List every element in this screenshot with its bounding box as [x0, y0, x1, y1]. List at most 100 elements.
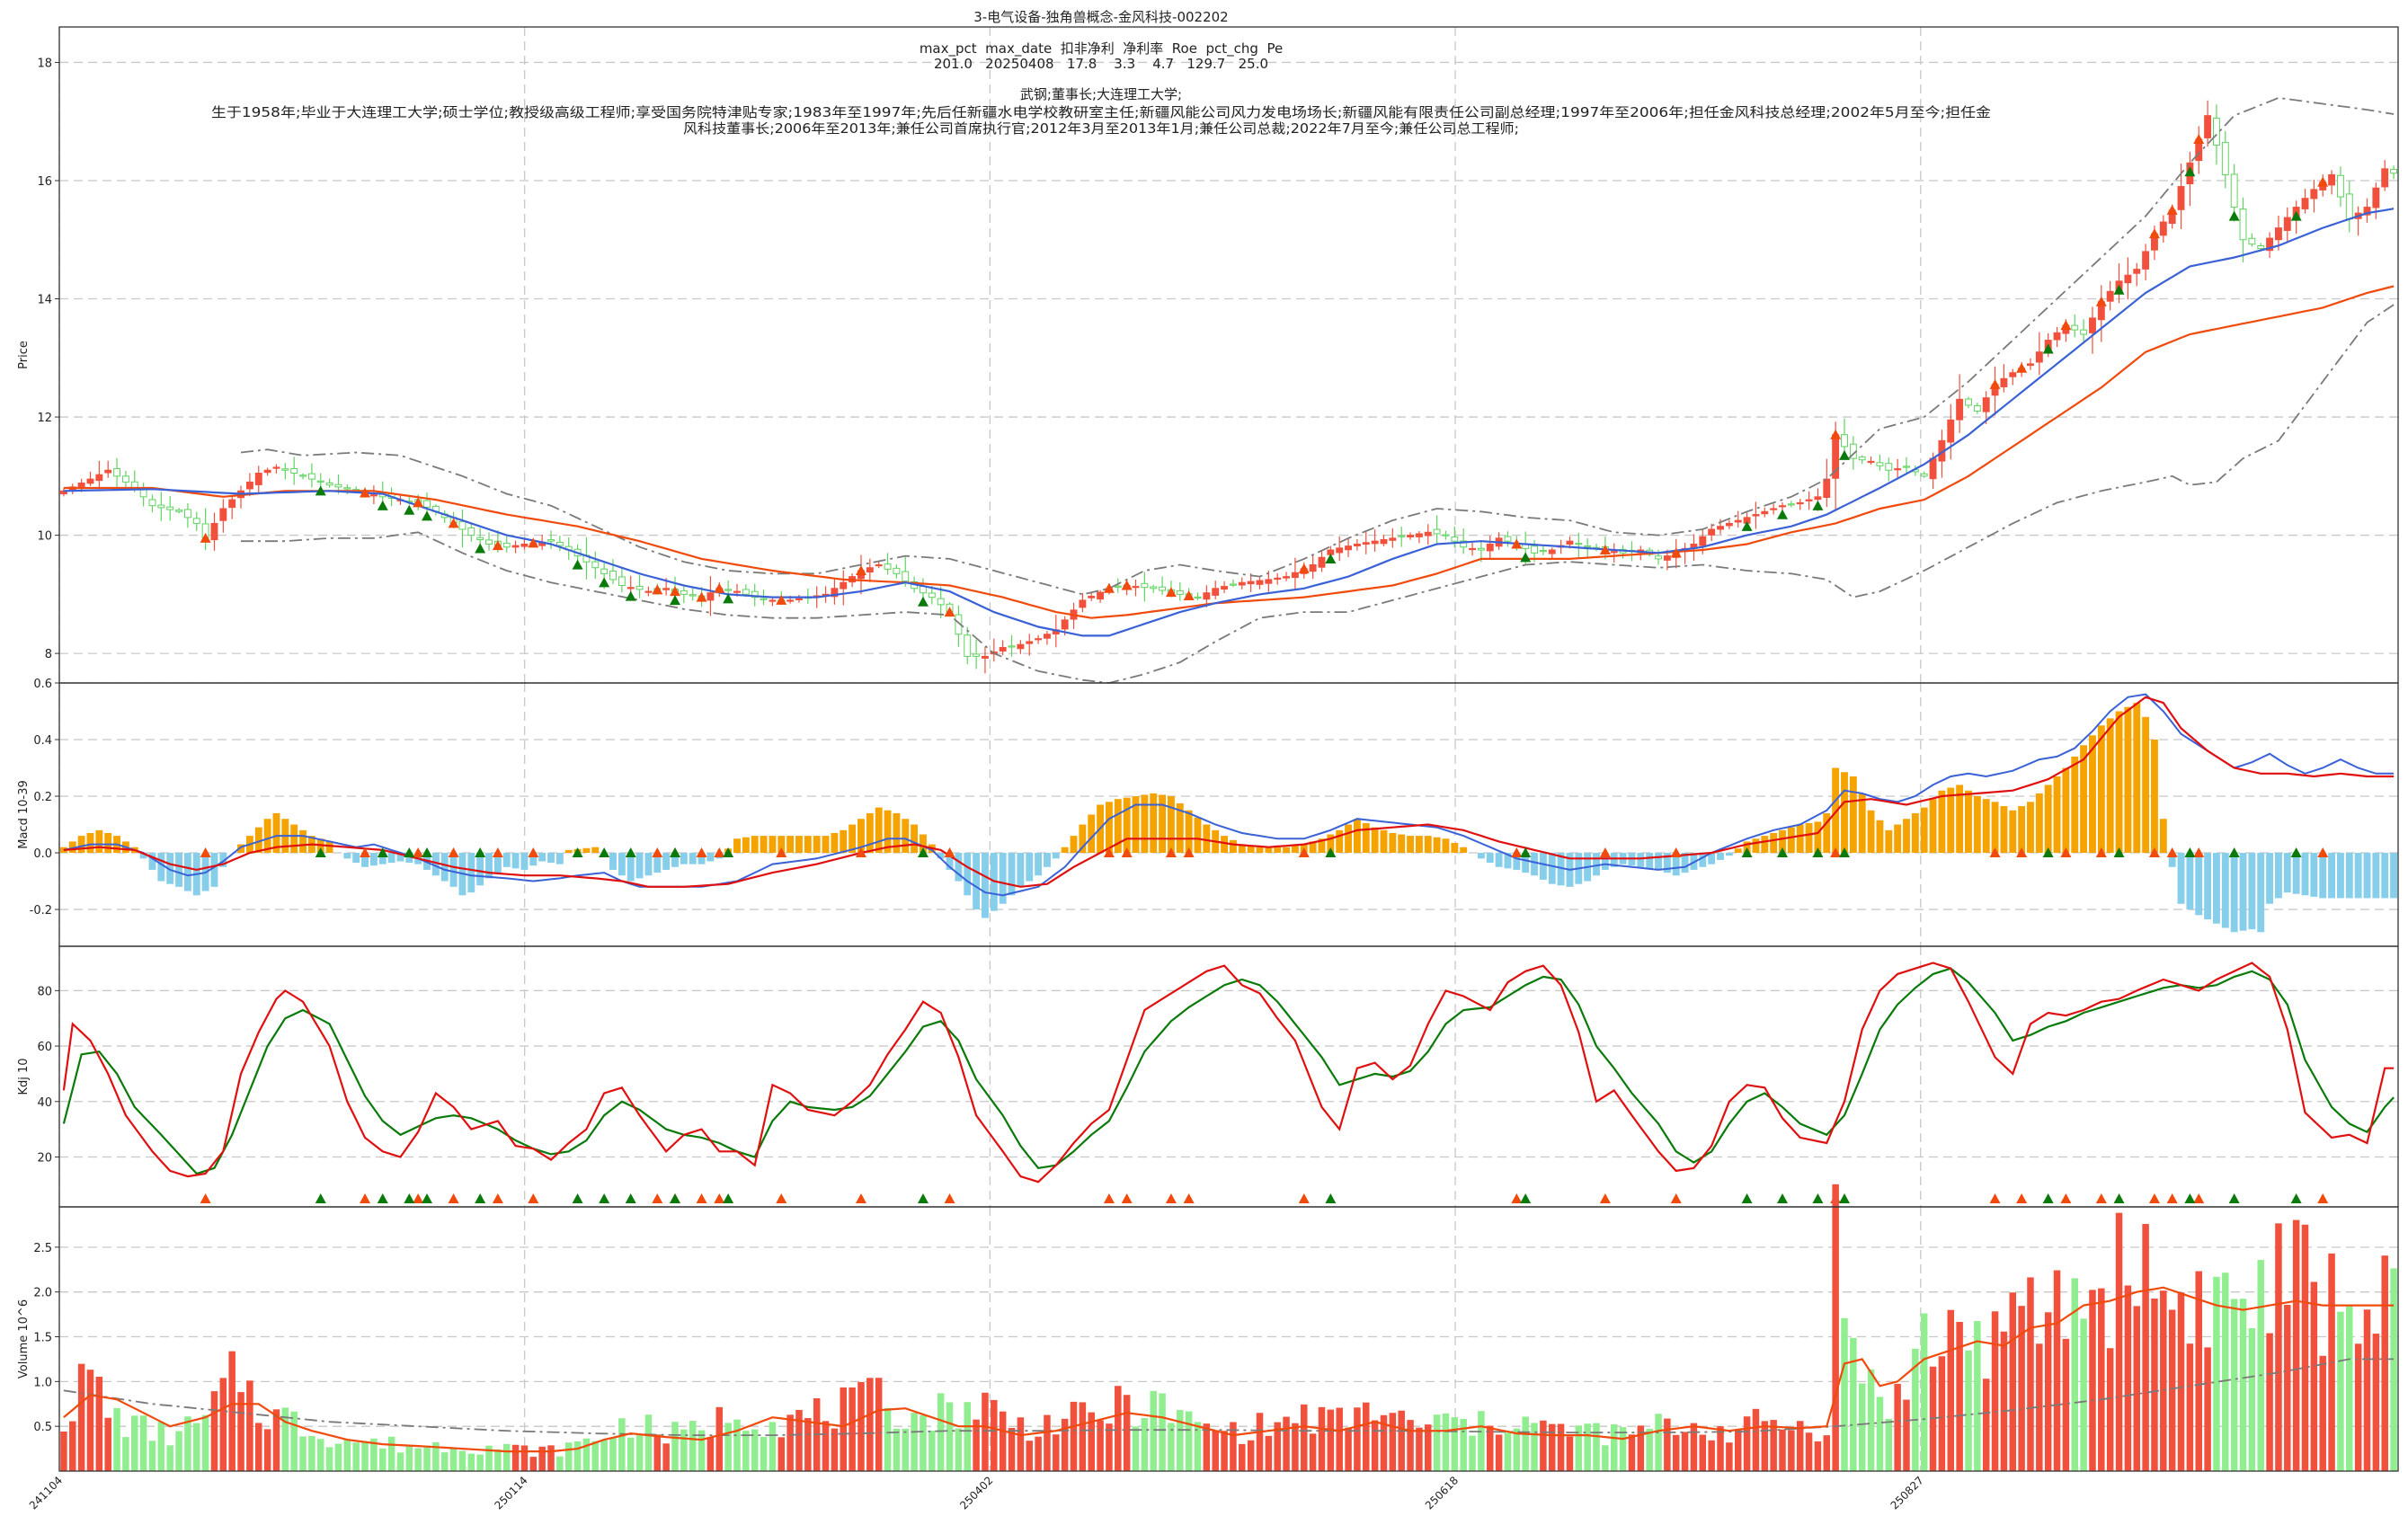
- macd-hist-bar: [290, 824, 298, 854]
- candle-body: [290, 467, 298, 474]
- macd-sell-marker: [404, 847, 415, 858]
- candle-body: [1876, 462, 1884, 466]
- candle-body: [902, 571, 910, 582]
- macd-sell-marker: [2184, 847, 2196, 858]
- macd-hist-bar: [2354, 853, 2362, 899]
- candle-body: [1885, 463, 1893, 471]
- volume-bar: [2266, 1333, 2273, 1471]
- macd-hist-bar: [157, 853, 165, 882]
- volume-bar: [1389, 1413, 1397, 1471]
- macd-hist-bar: [866, 812, 874, 854]
- macd-hist-bar: [1159, 794, 1167, 854]
- macd-hist-bar: [1876, 820, 1884, 854]
- volume-bar: [1947, 1309, 1955, 1471]
- candle-body: [680, 590, 688, 595]
- buy-marker: [2060, 320, 2072, 331]
- candle-body: [591, 561, 600, 569]
- volume-bar: [2106, 1348, 2114, 1471]
- volume-bar: [131, 1415, 138, 1471]
- candle-body: [1176, 590, 1184, 595]
- volume-bar: [184, 1416, 191, 1471]
- macd-sell-marker: [1520, 847, 1532, 858]
- macd-hist-bar: [1380, 829, 1388, 854]
- volume-bar: [2319, 1355, 2326, 1471]
- y-tick-label: 40: [37, 1096, 52, 1110]
- macd-hist-bar: [1265, 847, 1273, 854]
- volume-bar: [1168, 1423, 1175, 1471]
- volume-bar: [476, 1454, 484, 1471]
- volume-bar: [1761, 1421, 1769, 1471]
- macd-hist-bar: [840, 829, 848, 854]
- y-axis-label: Kdj 10: [17, 1058, 31, 1095]
- volume-bar: [113, 1407, 120, 1471]
- candle-body: [2000, 377, 2008, 387]
- volume-bar: [1230, 1422, 1237, 1471]
- macd-hist-bar: [1336, 829, 1344, 854]
- macd-hist-bar: [2336, 853, 2344, 899]
- volume-bar: [1212, 1430, 1219, 1471]
- candle-body: [1584, 545, 1592, 548]
- band-lower-line: [241, 304, 2395, 684]
- volume-bar: [1442, 1413, 1450, 1471]
- candle-body: [1469, 547, 1476, 551]
- macd-sell-marker: [625, 847, 636, 858]
- macd-buy-marker: [776, 847, 787, 858]
- volume-bar: [1522, 1416, 1529, 1471]
- candle-body: [1336, 547, 1344, 554]
- volume-bar: [1035, 1436, 1042, 1471]
- macd-hist-bar: [2221, 853, 2229, 928]
- macd-hist-bar: [2186, 853, 2194, 910]
- macd-hist-bar: [1362, 822, 1370, 854]
- candle-body: [1407, 535, 1414, 537]
- sell-marker: [572, 559, 583, 570]
- candle-body: [1380, 539, 1388, 545]
- volume-bar: [529, 1457, 538, 1471]
- volume-bar: [1407, 1420, 1414, 1471]
- volume-bar: [1566, 1436, 1574, 1471]
- volume-bar: [1478, 1411, 1485, 1471]
- macd-hist-bar: [2266, 853, 2274, 904]
- volume-bar: [1805, 1432, 1813, 1471]
- volume-bar: [86, 1370, 94, 1471]
- macd-sell-marker: [2042, 847, 2054, 858]
- macd-hist-bar: [1734, 848, 1742, 854]
- macd-hist-bar: [2018, 806, 2026, 854]
- candle-body: [1309, 563, 1317, 572]
- macd-hist-bar: [1805, 822, 1813, 854]
- macd-hist-bar: [635, 853, 644, 879]
- band-upper-line: [240, 96, 2395, 596]
- kdj-buy-marker: [492, 1193, 503, 1203]
- macd-hist-bar: [2248, 853, 2256, 930]
- kdj-sell-marker: [1520, 1193, 1532, 1203]
- volume-bar: [937, 1393, 945, 1471]
- panel-frame: [58, 1206, 2399, 1472]
- volume-bar: [2346, 1305, 2353, 1471]
- macd-hist-bar: [175, 853, 182, 887]
- volume-bar: [467, 1453, 475, 1471]
- macd-hist-bar: [1203, 824, 1211, 854]
- macd-hist-bar: [1920, 807, 1928, 854]
- macd-hist-bar: [822, 836, 830, 854]
- macd-hist-bar: [591, 847, 600, 854]
- macd-hist-bar: [626, 853, 635, 882]
- volume-bar: [1823, 1435, 1831, 1471]
- candle-body: [1566, 540, 1574, 545]
- kdj-buy-marker: [714, 1193, 725, 1203]
- volume-bar: [317, 1439, 324, 1471]
- macd-buy-marker: [696, 847, 707, 858]
- candle-body: [840, 581, 848, 590]
- kdj-sell-marker: [1741, 1193, 1753, 1203]
- macd-hist-bar: [733, 838, 741, 854]
- macd-buy-marker: [1183, 847, 1195, 858]
- macd-hist-bar: [1655, 853, 1662, 870]
- volume-bar: [1974, 1321, 1981, 1471]
- volume-bar: [1185, 1411, 1193, 1471]
- volume-bar: [2390, 1268, 2397, 1471]
- volume-bar: [1115, 1386, 1122, 1471]
- candle-body: [2310, 189, 2318, 199]
- volume-bar: [2098, 1288, 2105, 1471]
- macd-hist-bar: [1070, 836, 1078, 854]
- macd-hist-bar: [786, 836, 795, 854]
- macd-sell-marker: [669, 847, 680, 858]
- sell-marker: [1741, 520, 1753, 531]
